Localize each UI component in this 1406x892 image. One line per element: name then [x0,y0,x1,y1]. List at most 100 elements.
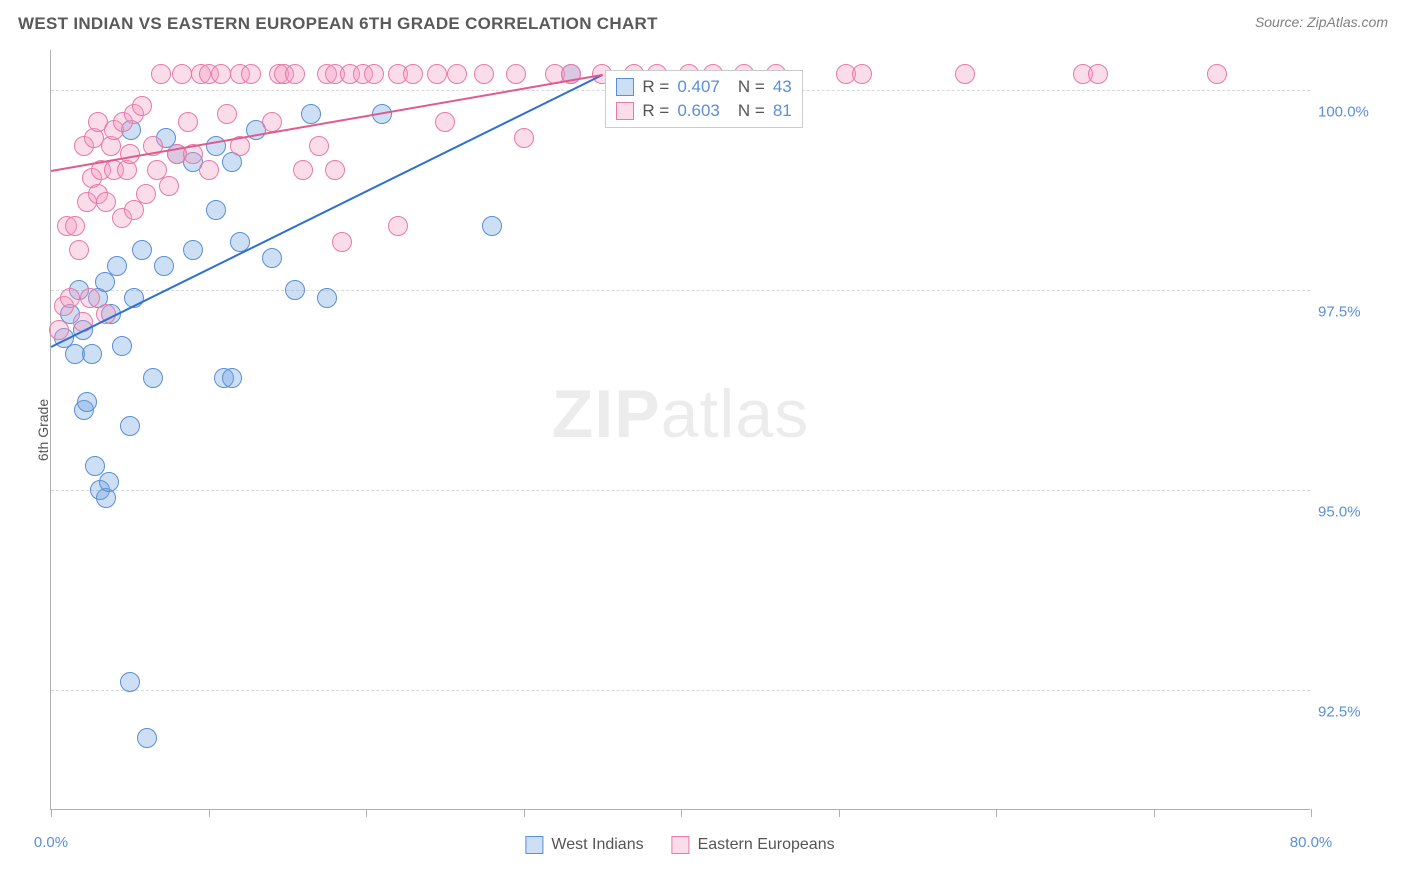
data-point [285,64,305,84]
data-point [132,240,152,260]
data-point [332,232,352,252]
stats-row: R = 0.603 N = 81 [616,99,791,123]
data-point [60,288,80,308]
data-point [206,200,226,220]
data-point [364,64,384,84]
y-axis-label: 6th Grade [35,399,51,461]
legend-label: West Indians [551,836,643,854]
source-attribution: Source: ZipAtlas.com [1255,14,1388,30]
data-point [80,288,100,308]
data-point [172,64,192,84]
x-tick-label: 0.0% [34,834,68,851]
legend-label: Eastern Europeans [698,836,835,854]
stats-r-label: R = [642,77,669,97]
watermark: ZIPatlas [552,375,809,453]
data-point [241,64,261,84]
data-point [82,344,102,364]
legend-item: Eastern Europeans [672,836,835,854]
chart-area: 6th Grade ZIPatlas 92.5%95.0%97.5%100.0%… [50,50,1310,810]
x-tick [1154,809,1155,817]
x-tick [996,809,997,817]
gridline [51,290,1310,291]
data-point [178,112,198,132]
data-point [435,112,455,132]
legend-swatch [525,836,543,854]
legend: West Indians Eastern Europeans [525,836,834,854]
data-point [427,64,447,84]
data-point [262,112,282,132]
data-point [447,64,467,84]
data-point [183,240,203,260]
data-point [285,280,305,300]
data-point [211,64,231,84]
x-tick [1311,809,1312,817]
x-tick-label: 80.0% [1290,834,1333,851]
stats-n-value: 43 [773,77,792,97]
chart-title: WEST INDIAN VS EASTERN EUROPEAN 6TH GRAD… [18,14,658,34]
data-point [301,104,321,124]
stats-r-value: 0.407 [677,77,720,97]
data-point [159,176,179,196]
x-tick [524,809,525,817]
data-point [1088,64,1108,84]
data-point [955,64,975,84]
data-point [325,160,345,180]
data-point [403,64,423,84]
data-point [309,136,329,156]
gridline [51,490,1310,491]
y-tick-label: 100.0% [1318,104,1388,121]
data-point [514,128,534,148]
data-point [852,64,872,84]
data-point [199,160,219,180]
data-point [388,216,408,236]
data-point [95,272,115,292]
stats-box: R = 0.407 N = 43 R = 0.603 N = 81 [605,70,802,128]
data-point [1207,64,1227,84]
plot-area: ZIPatlas 92.5%95.0%97.5%100.0%0.0%80.0%R… [50,50,1310,810]
data-point [96,192,116,212]
data-point [120,672,140,692]
series-swatch [616,78,634,96]
header: WEST INDIAN VS EASTERN EUROPEAN 6TH GRAD… [0,0,1406,42]
data-point [151,64,171,84]
x-tick [681,809,682,817]
x-tick [366,809,367,817]
data-point [154,256,174,276]
y-tick-label: 95.0% [1318,504,1388,521]
data-point [112,336,132,356]
x-tick [839,809,840,817]
y-tick-label: 92.5% [1318,704,1388,721]
data-point [120,416,140,436]
data-point [85,456,105,476]
stats-row: R = 0.407 N = 43 [616,75,791,99]
y-tick-label: 97.5% [1318,304,1388,321]
data-point [69,240,89,260]
stats-n-label: N = [738,101,765,121]
x-tick [51,809,52,817]
data-point [77,392,97,412]
data-point [482,216,502,236]
data-point [506,64,526,84]
stats-r-label: R = [642,101,669,121]
legend-swatch [672,836,690,854]
data-point [137,728,157,748]
data-point [107,256,127,276]
data-point [143,368,163,388]
series-swatch [616,102,634,120]
stats-n-label: N = [738,77,765,97]
x-tick [209,809,210,817]
gridline [51,690,1310,691]
data-point [317,288,337,308]
data-point [65,216,85,236]
data-point [136,184,156,204]
data-point [222,368,242,388]
stats-r-value: 0.603 [677,101,720,121]
stats-n-value: 81 [773,101,792,121]
data-point [262,248,282,268]
data-point [217,104,237,124]
data-point [293,160,313,180]
data-point [132,96,152,116]
data-point [49,320,69,340]
data-point [99,472,119,492]
data-point [474,64,494,84]
